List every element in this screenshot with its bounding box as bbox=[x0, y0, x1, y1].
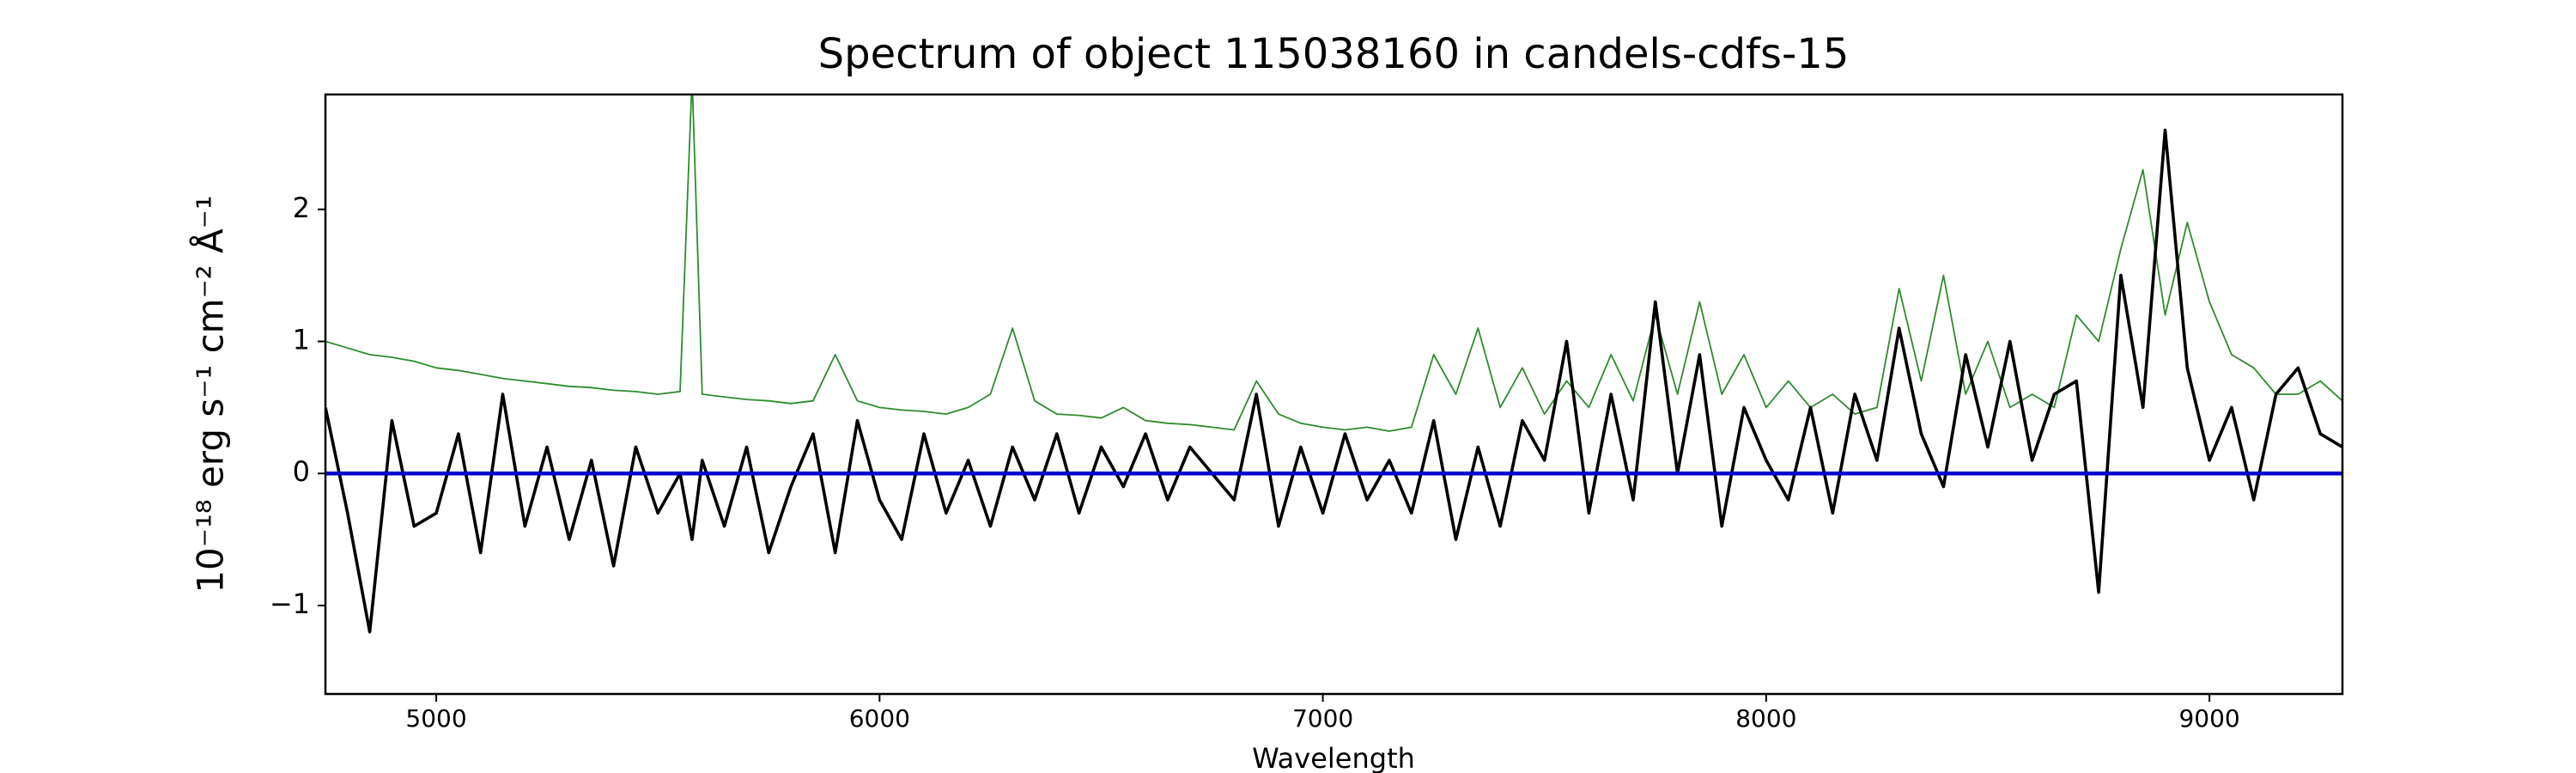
spectrum-line bbox=[325, 94, 2342, 432]
plot-frame bbox=[324, 93, 2344, 696]
y-axis-label: 10⁻¹⁸ erg s⁻¹ cm⁻² Å⁻¹ bbox=[189, 195, 232, 593]
chart-title: Spectrum of object 115038160 in candels-… bbox=[818, 30, 1850, 78]
x-tick-label: 9000 bbox=[2178, 704, 2239, 733]
spectrum-line bbox=[325, 128, 2342, 634]
x-tick-label: 5000 bbox=[405, 704, 466, 733]
y-tick-label: 2 bbox=[293, 192, 310, 224]
y-tick-label: 0 bbox=[293, 455, 310, 488]
y-tick-label: 1 bbox=[293, 324, 310, 356]
y-tick-label: −1 bbox=[270, 587, 310, 620]
x-axis-label: Wavelength bbox=[1252, 742, 1415, 773]
x-tick-label: 7000 bbox=[1292, 704, 1353, 733]
x-tick-label: 6000 bbox=[849, 704, 910, 733]
plot-area bbox=[325, 94, 2342, 634]
x-tick-label: 8000 bbox=[1735, 704, 1796, 733]
